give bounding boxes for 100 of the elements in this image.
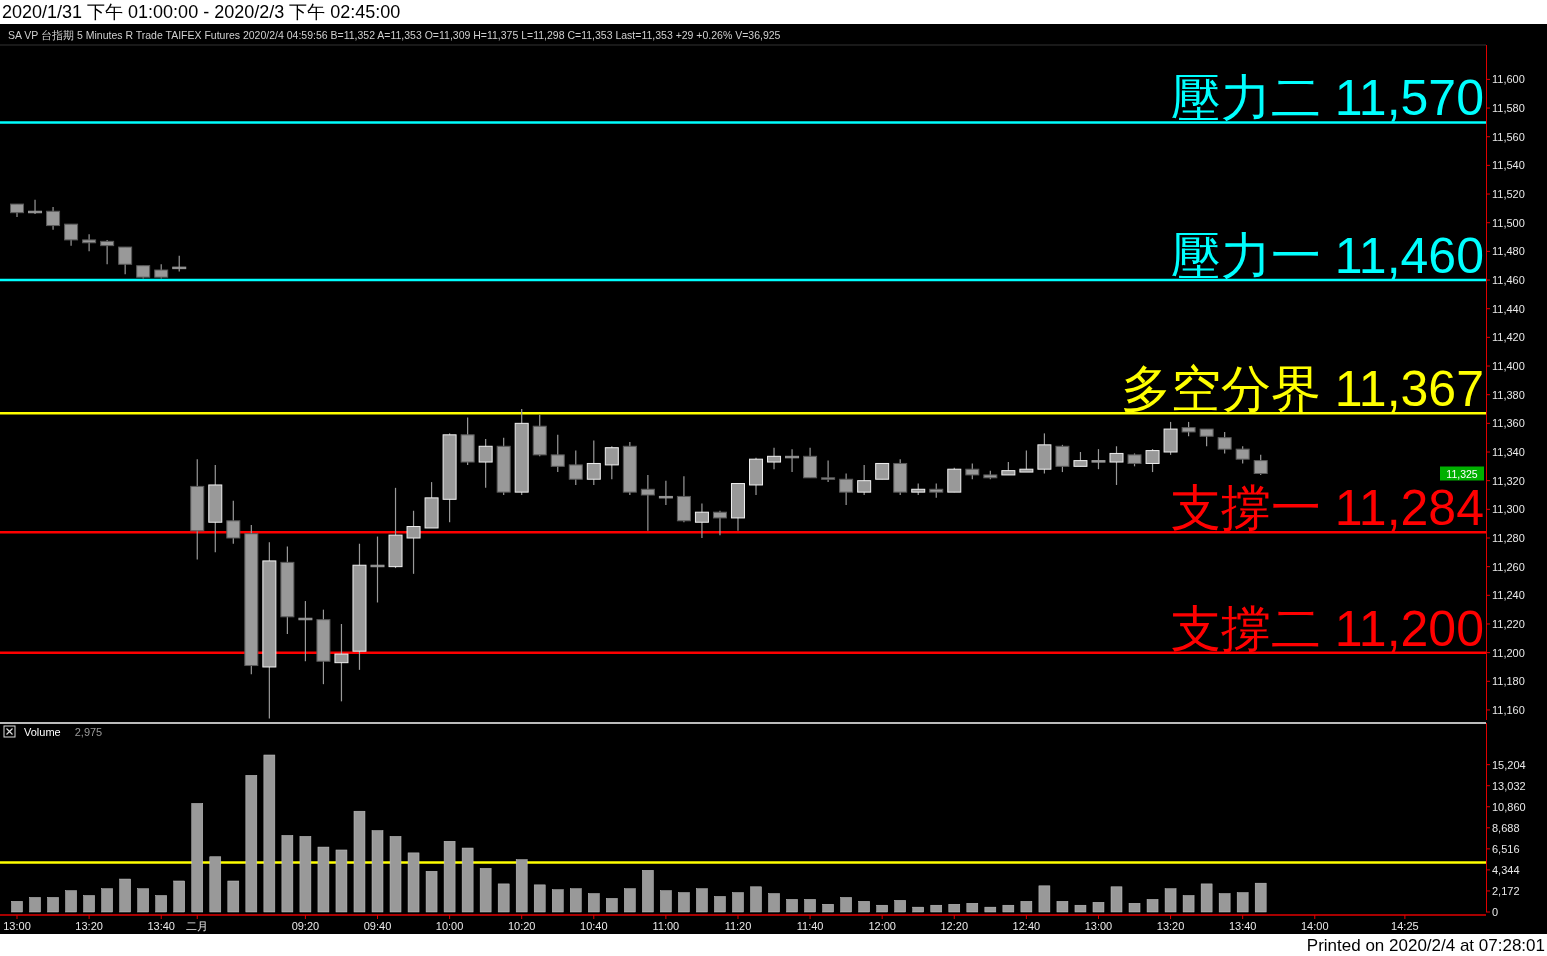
bar	[624, 888, 636, 913]
candlestick	[767, 447, 782, 470]
candlestick	[803, 447, 818, 479]
bar	[1092, 902, 1105, 913]
y-tick-label: 11,200	[1492, 646, 1525, 659]
y-tick-label: 11,380	[1492, 388, 1525, 401]
y-tick-label: 11,560	[1492, 130, 1525, 143]
bar	[461, 847, 474, 913]
y-tick-label: 11,300	[1492, 503, 1525, 516]
y-tick-label: 11,580	[1492, 102, 1525, 115]
chart-title: 2020/1/31 下午 01:00:00 - 2020/2/3 下午 02:45:00	[2, 2, 401, 22]
candlestick	[406, 510, 421, 575]
bar	[245, 775, 258, 913]
bar	[299, 836, 312, 913]
candlestick	[226, 500, 241, 545]
bar	[1146, 899, 1159, 913]
bar	[335, 849, 348, 913]
bar	[137, 888, 149, 913]
bar	[750, 886, 762, 913]
x-tick-label: 14:25	[1391, 920, 1419, 932]
candlestick	[586, 439, 601, 486]
y-tick-label: 11,240	[1492, 589, 1525, 602]
bar	[1020, 901, 1033, 913]
candlestick	[1091, 448, 1106, 470]
bar	[551, 889, 564, 913]
y-tick-label: 11,280	[1492, 531, 1525, 544]
x-tick-label: 13:00	[3, 920, 31, 932]
y-tick-label: 13,032	[1492, 779, 1526, 792]
bar	[263, 754, 276, 913]
bar	[1110, 886, 1123, 913]
bar	[119, 878, 131, 913]
candlestick	[857, 464, 872, 496]
x-tick-label: 09:40	[363, 920, 392, 932]
y-tick-label: 6,516	[1492, 842, 1520, 855]
candlestick	[46, 206, 61, 231]
candlestick	[1109, 445, 1124, 486]
candlestick	[100, 239, 115, 265]
bar	[497, 883, 510, 913]
bar	[227, 880, 240, 913]
bar	[83, 895, 95, 913]
bar	[714, 896, 726, 913]
y-tick-label: 11,540	[1492, 159, 1525, 172]
y-tick-label: 11,320	[1492, 474, 1525, 487]
bar	[371, 830, 384, 913]
x-tick-label: 14:00	[1301, 920, 1329, 932]
annotation: 11,325	[1446, 467, 1478, 480]
candlestick	[1055, 444, 1070, 473]
x-tick-label: 13:40	[147, 920, 175, 932]
bar	[768, 893, 780, 913]
x-tick-label: 13:40	[1228, 920, 1257, 932]
bar	[479, 868, 492, 913]
candlestick	[64, 223, 79, 247]
ref-line-label: 多空分界 11,367	[1120, 361, 1484, 418]
bar	[948, 904, 961, 913]
bar	[894, 900, 906, 913]
candlestick	[550, 434, 565, 473]
bar	[11, 901, 23, 913]
bar	[1056, 901, 1069, 913]
y-tick-label: 11,220	[1492, 617, 1525, 630]
text: Printed on 2020/2/4 at 07:28:01	[1306, 936, 1545, 955]
bar	[570, 888, 582, 913]
bar	[1236, 892, 1249, 913]
x-tick-label: 10:00	[435, 920, 464, 932]
bar	[1254, 882, 1267, 913]
x-tick-label: 10:20	[507, 920, 536, 932]
candlestick	[118, 246, 133, 275]
y-tick-label: 2,172	[1492, 884, 1520, 897]
bar	[930, 904, 943, 913]
bar	[804, 899, 816, 913]
candlestick	[1019, 449, 1034, 473]
bar	[515, 859, 528, 913]
ref-line-label: 支撐二 11,200	[1170, 600, 1484, 657]
y-tick-label: 11,160	[1492, 703, 1525, 716]
x-tick-label: 11:20	[724, 920, 752, 932]
candlestick	[334, 623, 349, 702]
bar	[984, 906, 997, 913]
candlestick	[947, 467, 962, 493]
candlestick	[82, 233, 97, 252]
y-tick-label: 11,360	[1492, 417, 1525, 430]
bar	[696, 888, 708, 913]
bar	[1128, 903, 1141, 913]
bar	[1002, 904, 1015, 913]
x-tick-label: 13:20	[75, 920, 103, 932]
bar	[1200, 883, 1213, 913]
x-tick-label: 10:40	[580, 920, 608, 932]
bar	[822, 904, 834, 913]
bar	[1218, 893, 1231, 913]
x-tick-label: 二月	[186, 920, 209, 932]
y-tick-label: 8,688	[1492, 821, 1520, 834]
y-tick-label: 11,400	[1492, 360, 1525, 373]
x-tick-label: 12:00	[868, 920, 896, 932]
bar	[407, 852, 420, 913]
y-tick-label: 11,600	[1492, 73, 1525, 86]
bar	[966, 903, 979, 913]
bar	[786, 899, 798, 913]
y-tick-label: 11,340	[1492, 446, 1525, 459]
bar	[317, 846, 330, 913]
bar	[191, 803, 204, 913]
x-tick-label: 09:20	[291, 920, 320, 932]
candlestick	[478, 438, 493, 489]
